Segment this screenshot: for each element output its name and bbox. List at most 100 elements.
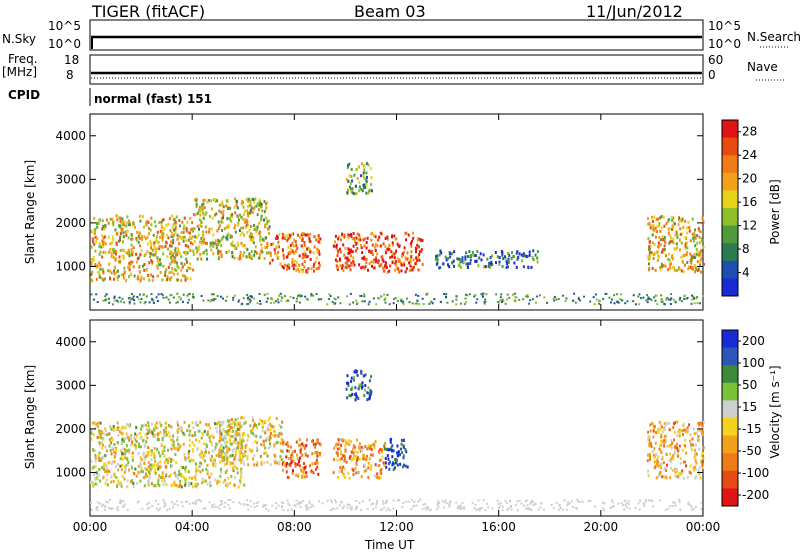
data-cell (653, 296, 656, 299)
data-cell (298, 502, 301, 505)
data-cell (192, 295, 195, 298)
freq-label: Freq. (8, 52, 38, 66)
data-cell (170, 501, 173, 503)
data-cell (157, 293, 160, 296)
data-cell (172, 443, 175, 447)
data-cell (228, 429, 231, 433)
data-cell (475, 508, 478, 511)
data-cell (135, 237, 138, 240)
data-cell (658, 447, 661, 451)
cpid-label: CPID (8, 88, 41, 102)
data-cell (122, 505, 125, 508)
data-cell (690, 261, 693, 265)
data-cell (144, 423, 147, 427)
data-cell (108, 262, 111, 266)
data-cell (315, 267, 318, 271)
data-cell (137, 240, 140, 244)
data-cell (117, 482, 120, 486)
data-cell (134, 467, 137, 471)
data-cell (151, 505, 154, 508)
data-cell (663, 248, 666, 251)
data-cell (693, 264, 696, 267)
data-cell (355, 471, 358, 475)
data-cell (97, 261, 100, 265)
data-cell (248, 298, 251, 301)
data-cell (222, 428, 225, 432)
data-cell (655, 476, 658, 480)
data-cell (223, 458, 226, 462)
data-cell (233, 425, 236, 429)
data-cell (123, 270, 126, 274)
data-cell (466, 294, 469, 297)
data-cell (700, 460, 703, 464)
data-cell (367, 303, 370, 306)
data-cell (339, 264, 342, 268)
data-cell (348, 476, 351, 480)
data-cell (120, 468, 123, 472)
data-cell (255, 204, 258, 208)
data-cell (408, 500, 411, 503)
data-cell (400, 442, 403, 446)
data-cell (198, 227, 200, 231)
data-cell (673, 430, 676, 434)
data-cell (676, 442, 678, 446)
data-cell (346, 503, 349, 506)
data-cell (144, 466, 147, 470)
data-cell (252, 207, 255, 211)
data-cell (443, 293, 445, 295)
data-cell (395, 265, 398, 269)
data-cell (303, 475, 306, 479)
data-cell (139, 431, 141, 435)
data-cell (91, 270, 94, 274)
data-cell (376, 252, 379, 256)
data-cell (203, 459, 206, 463)
data-cell (273, 301, 276, 304)
data-cell (646, 301, 649, 304)
data-cell (234, 197, 236, 201)
data-cell (363, 244, 366, 248)
data-cell (648, 436, 651, 440)
data-cell (171, 254, 174, 258)
data-cell (364, 237, 366, 241)
data-cell (589, 499, 592, 502)
data-cell (428, 509, 431, 512)
data-cell (183, 251, 186, 254)
data-cell (660, 450, 663, 454)
data-cell (274, 237, 277, 240)
data-cell (208, 501, 211, 504)
data-cell (366, 447, 369, 451)
data-cell (358, 233, 361, 237)
data-cell (225, 225, 228, 229)
data-cell (147, 446, 150, 449)
data-cell (334, 444, 337, 448)
data-cell (501, 265, 504, 268)
data-cell (312, 294, 315, 297)
data-cell (103, 227, 106, 231)
x-tick-label: 08:00 (277, 520, 312, 534)
data-cell (280, 425, 283, 429)
data-cell (687, 429, 690, 433)
data-cell (247, 508, 250, 511)
data-cell (142, 476, 145, 480)
data-cell (98, 451, 101, 455)
data-cell (127, 249, 130, 253)
data-cell (402, 261, 405, 265)
data-cell (291, 241, 294, 245)
data-cell (154, 434, 157, 438)
data-cell (224, 299, 227, 302)
data-cell (116, 278, 119, 282)
data-cell (353, 375, 356, 379)
data-cell (315, 256, 318, 260)
data-cell (231, 240, 234, 244)
data-cell (666, 463, 668, 467)
data-cell (126, 449, 128, 453)
data-cell (387, 507, 390, 510)
data-cell (379, 508, 382, 511)
data-cell (295, 300, 298, 303)
data-cell (689, 439, 692, 443)
data-cell (355, 168, 358, 171)
data-cell (360, 246, 363, 250)
data-cell (371, 264, 373, 268)
data-cell (296, 503, 299, 506)
data-cell (510, 508, 513, 511)
